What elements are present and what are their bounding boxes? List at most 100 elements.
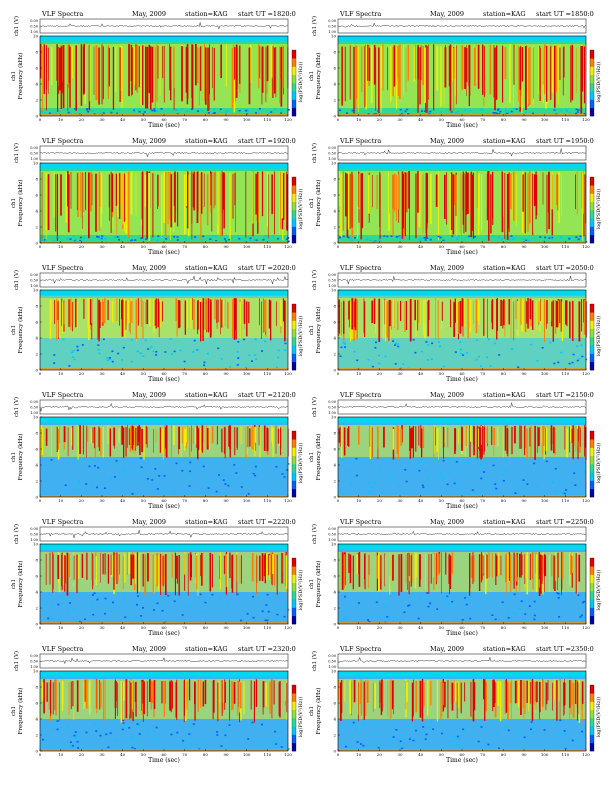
colorbar-segment <box>292 701 296 711</box>
spectrogram-streak <box>202 298 205 330</box>
spectrogram-speckle <box>79 620 82 623</box>
spectrogram-speckle <box>496 109 499 111</box>
spectrogram-streak <box>521 299 523 332</box>
spectrogram-speckle <box>379 112 382 115</box>
spectrogram-streak <box>482 44 484 95</box>
spectrogram-speckle <box>71 351 74 354</box>
spectrogram-streak <box>174 173 176 208</box>
spectrogram-streak <box>542 552 544 595</box>
spectrogram-streak <box>545 45 548 102</box>
colorbar-segment <box>292 574 296 584</box>
spectrogram-streak <box>521 47 524 82</box>
spectrogram-streak <box>257 171 259 234</box>
spectrogram-streak <box>412 425 414 458</box>
x-tick-label: 100 <box>541 244 549 249</box>
waveform-trace <box>337 22 587 29</box>
spectrogram-speckle <box>135 603 138 606</box>
spectrogram-streak <box>363 681 365 720</box>
spectrogram-speckle <box>137 595 139 597</box>
x-tick-label: 80 <box>203 625 209 630</box>
y-tick-label: 4 <box>35 590 38 595</box>
spectrogram-streak <box>367 44 369 81</box>
spectrogram-speckle <box>53 725 56 727</box>
spectrogram-speckle <box>500 238 503 240</box>
x-tick-label: 50 <box>439 625 445 630</box>
spectrogram-streak <box>435 174 438 207</box>
spectrogram-speckle <box>515 108 518 110</box>
spectrogram-speckle <box>533 600 536 603</box>
spectrogram-streak <box>508 552 510 581</box>
spectrogram-streak <box>501 171 504 233</box>
x-tick-label: 120 <box>284 625 292 630</box>
spectrogram-streak <box>198 47 200 106</box>
spectrogram-speckle <box>391 735 394 737</box>
y-tick-label: 10 <box>33 161 39 166</box>
spectrogram-streak <box>492 679 494 712</box>
spectrogram-streak <box>227 301 229 329</box>
spectrogram-streak <box>449 44 452 111</box>
spectrogram-speckle <box>571 739 574 742</box>
spectrogram-streak <box>279 172 281 235</box>
spectrogram-speckle <box>520 600 523 603</box>
y-tick-label: 0 <box>35 749 38 754</box>
spectrogram-streak <box>418 299 420 323</box>
spectrogram-streak <box>447 427 449 448</box>
spectrogram-streak <box>566 428 568 458</box>
spectrogram-streak <box>45 428 48 446</box>
spectrogram-streak <box>405 47 407 93</box>
spectrogram-streak <box>469 299 472 332</box>
spectrogram-streak <box>236 554 238 596</box>
spectrogram-streak <box>385 300 387 342</box>
spectrogram-speckle <box>462 728 465 731</box>
spectrogram-speckle <box>507 609 510 611</box>
spectrogram-streak <box>420 425 422 448</box>
spectrogram-streak <box>206 425 208 449</box>
spectrogram-speckle <box>140 237 143 240</box>
waveform-tick-label: 0.00 <box>328 146 336 150</box>
spectrogram-speckle <box>344 346 346 348</box>
spectrogram-streak <box>573 428 575 446</box>
spectrogram-streak <box>572 425 574 460</box>
spectrogram-streak <box>235 47 237 90</box>
spectrogram-speckle <box>456 112 459 115</box>
spectrogram-speckle <box>508 112 511 114</box>
spectrogram-streak <box>53 554 54 590</box>
spectrogram-streak <box>80 44 83 106</box>
spectrogram-streak <box>58 428 60 450</box>
spectrogram-speckle <box>424 239 427 241</box>
spectrogram-speckle <box>477 606 480 609</box>
spectrogram-speckle <box>552 745 555 747</box>
spectrogram-streak <box>141 428 143 453</box>
spectrogram-speckle <box>422 486 425 489</box>
spectrogram-streak <box>578 679 581 723</box>
spectrogram-streak <box>210 173 212 213</box>
spectrogram-streak <box>559 679 561 720</box>
colorbar-segment <box>292 685 296 694</box>
colorbar-segment <box>292 234 296 244</box>
spectrogram-streak <box>486 427 488 444</box>
spectrogram-streak <box>564 682 566 706</box>
colorbar-segment <box>590 50 594 59</box>
spectrogram-speckle <box>454 112 457 114</box>
spectrogram-speckle <box>77 747 79 749</box>
spectrogram-speckle <box>246 613 249 615</box>
spectrogram-streak <box>175 682 177 718</box>
spectrogram-streak <box>137 298 139 326</box>
spectrogram-streak <box>124 298 126 338</box>
spectrogram-speckle <box>75 735 78 738</box>
x-tick-label: 50 <box>141 371 147 376</box>
spectrogram-streak <box>99 174 101 207</box>
spectrogram-speckle <box>357 602 360 604</box>
spectrogram-speckle <box>105 733 108 736</box>
spectrogram-streak <box>197 679 199 712</box>
waveform-tick-label: 1.00 <box>30 538 38 542</box>
x-tick-label: 70 <box>480 498 486 503</box>
spectrogram-streak <box>263 554 265 577</box>
spectrogram-streak <box>160 554 161 595</box>
spectrogram-streak <box>128 428 130 445</box>
spectrogram-speckle <box>498 747 500 750</box>
spectrogram-streak <box>173 425 175 446</box>
spectrogram-streak <box>147 553 149 582</box>
spectrogram-streak <box>510 173 512 210</box>
spectrogram-speckle <box>366 483 369 485</box>
